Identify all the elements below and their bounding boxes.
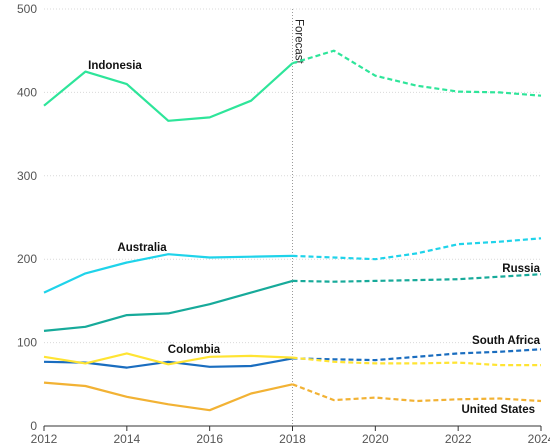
series-forecast-south-africa	[292, 348, 542, 362]
series-line-australia	[43, 253, 293, 294]
y-tick-label: 300	[17, 169, 37, 183]
y-tick-label: 400	[17, 85, 37, 99]
forecast-label: Forecast	[293, 19, 305, 65]
series-forecast-australia	[292, 237, 542, 261]
x-tick-label: 2014	[113, 432, 140, 446]
y-tick-label: 0	[30, 419, 37, 433]
forecast-marker: Forecast	[292, 9, 305, 426]
x-tick-label: 2016	[196, 432, 223, 446]
axes: 0 100 200 300 400 500 2012 2014 2016 2018 2020 2022…	[17, 2, 550, 446]
series-forecast-indonesia	[292, 49, 542, 97]
x-tick-label: 2024	[528, 432, 550, 446]
series-label-russia: Russia	[502, 263, 540, 275]
series-label-australia: Australia	[117, 242, 167, 254]
series-forecast-united-states	[292, 383, 542, 403]
series-lines	[43, 49, 542, 412]
x-tick-label: 2012	[31, 432, 58, 446]
y-tick-label: 100	[17, 336, 37, 350]
series-forecast-russia	[292, 273, 542, 283]
series-label-united-states: United States	[462, 404, 536, 416]
y-tick-label: 500	[17, 2, 37, 16]
series-labels: Indonesia Australia Russia South Africa Colo…	[88, 60, 540, 416]
x-tick-label: 2018	[279, 432, 306, 446]
y-tick-label: 200	[17, 252, 37, 266]
series-label-colombia: Colombia	[168, 344, 221, 356]
series-line-colombia	[43, 352, 293, 366]
series-line-russia	[43, 279, 293, 332]
x-tick-label: 2022	[445, 432, 472, 446]
series-label-south-africa: South Africa	[472, 335, 541, 347]
series-label-indonesia: Indonesia	[88, 60, 142, 72]
series-forecast-colombia	[292, 356, 541, 367]
series-line-indonesia	[43, 62, 294, 122]
x-tick-label: 2020	[362, 432, 389, 446]
series-line-united-states	[43, 381, 293, 412]
